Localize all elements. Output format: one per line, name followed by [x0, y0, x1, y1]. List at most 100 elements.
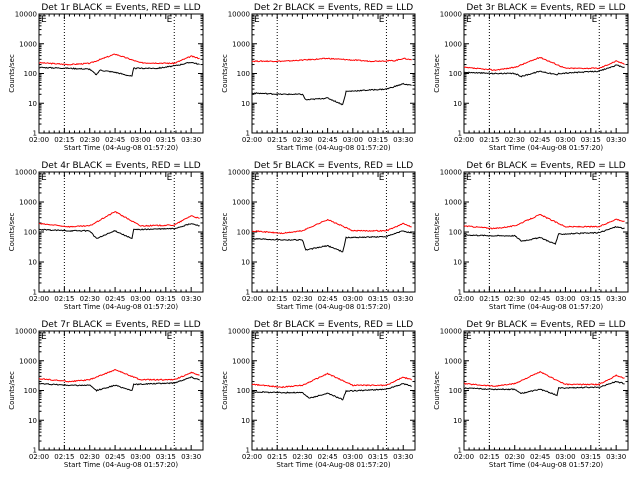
- x-tick-label: 03:15: [156, 136, 176, 144]
- x-tick-label: 02:45: [318, 295, 338, 303]
- plot-frame: [38, 171, 204, 293]
- series-lld-line: [463, 56, 625, 71]
- x-tick-label: 02:45: [105, 136, 125, 144]
- y-tick-label: 10000: [440, 169, 462, 177]
- x-tick-label: 03:15: [581, 453, 601, 461]
- flare-marker-label: E: [466, 332, 472, 342]
- x-tick-label: 02:30: [80, 136, 100, 144]
- x-tick-label: 03:30: [181, 295, 201, 303]
- flare-marker-label: E: [379, 173, 385, 183]
- x-tick-label: 02:45: [318, 453, 338, 461]
- y-tick-label: 1000: [19, 40, 37, 48]
- y-tick-label: 100: [237, 70, 250, 78]
- flare-marker-label: E: [167, 173, 173, 183]
- x-tick-label: 02:45: [530, 453, 550, 461]
- x-tick-label: 03:30: [606, 295, 626, 303]
- x-tick-label: 02:15: [54, 136, 74, 144]
- panel-title: Det 3r BLACK = Events, RED = LLD: [466, 3, 625, 13]
- y-tick-label: 1000: [232, 40, 250, 48]
- panel-title: Det 6r BLACK = Events, RED = LLD: [466, 161, 625, 171]
- y-tick-label: 1: [33, 289, 37, 297]
- flare-marker-label: E: [379, 15, 385, 25]
- y-tick-label: 10000: [15, 11, 37, 19]
- y-tick-label: 100: [24, 387, 37, 395]
- x-tick-label: 02:45: [530, 295, 550, 303]
- x-tick-label: 03:00: [555, 453, 575, 461]
- x-axis-label: Start Time (04-Aug-08 01:57:20): [64, 144, 178, 152]
- x-tick-label: 03:30: [393, 136, 413, 144]
- y-axis-label: Counts/sec: [221, 213, 229, 252]
- y-tick-label: 10: [453, 259, 462, 267]
- x-tick-label: 02:30: [80, 295, 100, 303]
- series-lld-line: [463, 213, 625, 230]
- y-tick-label: 1000: [444, 357, 462, 365]
- series-lld-line: [463, 370, 625, 387]
- plot-frame: [251, 171, 416, 293]
- x-tick-label: 03:00: [130, 295, 150, 303]
- panel-6: Det 6r BLACK = Events, RED = LLD 1 10 100 10…: [433, 161, 629, 311]
- x-tick-label: 03:15: [156, 453, 176, 461]
- x-tick-label: 02:15: [54, 453, 74, 461]
- panel-title: Det 9r BLACK = Events, RED = LLD: [466, 320, 625, 330]
- y-tick-label: 10: [241, 100, 250, 108]
- panel-title: Det 2r BLACK = Events, RED = LLD: [254, 3, 413, 13]
- panel-title: Det 4r BLACK = Events, RED = LLD: [41, 161, 200, 171]
- y-axis-label: Counts/sec: [221, 371, 229, 410]
- series-events-line: [463, 225, 625, 245]
- y-tick-label: 10: [28, 100, 37, 108]
- y-axis-label: Counts/sec: [8, 371, 16, 410]
- flare-marker-label: E: [379, 332, 385, 342]
- panel-9: Det 9r BLACK = Events, RED = LLD 1 10 100 10…: [433, 320, 629, 469]
- x-tick-label: 02:00: [29, 453, 49, 461]
- panel-title: Det 8r BLACK = Events, RED = LLD: [254, 320, 413, 330]
- series-events-line: [38, 376, 200, 392]
- x-tick-label: 03:00: [343, 295, 363, 303]
- x-tick-label: 03:30: [181, 136, 201, 144]
- y-tick-label: 10000: [228, 328, 250, 336]
- series-lld-line: [39, 368, 200, 383]
- y-tick-label: 100: [449, 387, 462, 395]
- x-axis-label: Start Time (04-Aug-08 01:57:20): [64, 461, 178, 469]
- x-tick-label: 02:15: [267, 453, 287, 461]
- x-tick-label: 02:30: [292, 136, 312, 144]
- x-tick-label: 03:00: [555, 295, 575, 303]
- flare-marker-label: E: [41, 173, 47, 183]
- panel-title: Det 7r BLACK = Events, RED = LLD: [41, 320, 200, 330]
- y-tick-label: 10000: [15, 328, 37, 336]
- x-tick-label: 03:00: [343, 453, 363, 461]
- y-tick-label: 1: [246, 289, 250, 297]
- x-tick-label: 02:30: [292, 295, 312, 303]
- x-axis-label: Start Time (04-Aug-08 01:57:20): [489, 144, 603, 152]
- x-tick-label: 02:00: [454, 136, 474, 144]
- x-tick-label: 02:45: [530, 136, 550, 144]
- plot-frame: [463, 171, 629, 293]
- x-tick-label: 03:15: [368, 136, 388, 144]
- x-axis-label: Start Time (04-Aug-08 01:57:20): [276, 303, 390, 311]
- y-axis-label: Counts/sec: [8, 213, 16, 252]
- y-tick-label: 10: [453, 100, 462, 108]
- y-tick-label: 1: [33, 130, 37, 138]
- y-tick-label: 1000: [232, 357, 250, 365]
- x-tick-label: 03:15: [581, 295, 601, 303]
- x-tick-label: 03:15: [156, 295, 176, 303]
- y-tick-label: 1: [458, 130, 462, 138]
- flare-marker-label: E: [41, 332, 47, 342]
- panel-1: Det 1r BLACK = Events, RED = LLD 1 10 100 10…: [8, 3, 204, 152]
- y-tick-label: 1: [458, 289, 462, 297]
- y-tick-label: 10: [453, 417, 462, 425]
- x-tick-label: 03:30: [606, 453, 626, 461]
- series-events-line: [463, 64, 625, 78]
- y-tick-label: 10000: [15, 169, 37, 177]
- y-axis-label: Counts/sec: [433, 213, 441, 252]
- x-tick-label: 02:00: [242, 136, 262, 144]
- series-lld-line: [38, 211, 200, 228]
- y-tick-label: 1000: [444, 199, 462, 207]
- panel-8: Det 8r BLACK = Events, RED = LLD 1 10 100 10…: [221, 320, 416, 469]
- panel-3: Det 3r BLACK = Events, RED = LLD 1 10 100 10…: [433, 3, 629, 152]
- x-tick-label: 02:00: [29, 295, 49, 303]
- x-tick-label: 03:15: [581, 136, 601, 144]
- flare-marker-label: E: [254, 332, 260, 342]
- flare-marker-label: E: [167, 332, 173, 342]
- x-tick-label: 02:30: [505, 295, 525, 303]
